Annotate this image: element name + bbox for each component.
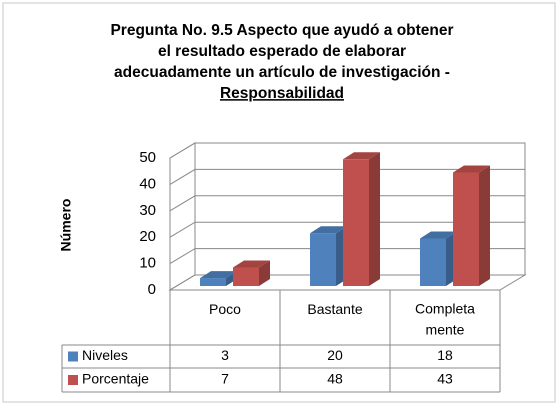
grid-line	[169, 195, 525, 212]
bar-top	[420, 231, 457, 239]
legend-swatch	[68, 351, 78, 362]
bar-top	[200, 271, 237, 279]
grid-line	[169, 168, 525, 185]
bar	[420, 238, 446, 286]
grid-line	[169, 142, 525, 159]
grid-line	[169, 274, 525, 291]
legend-label: Porcentaje	[82, 371, 149, 387]
table-value: 20	[327, 347, 343, 363]
bar	[310, 233, 336, 286]
side-wall	[169, 142, 196, 291]
y-tick-label: 40	[139, 175, 156, 192]
y-tick-label: 50	[139, 149, 156, 166]
grid-line	[169, 221, 525, 238]
table-value: 48	[327, 371, 343, 387]
legend-swatch	[68, 375, 78, 385]
chart-title: adecuadamente un artículo de investigaci…	[114, 64, 450, 81]
x-tick-label: Completa mente	[415, 300, 475, 337]
y-axis-label: Número	[58, 199, 74, 252]
x-tick-label: Poco	[209, 301, 241, 317]
bar	[453, 172, 479, 286]
bar-side	[479, 165, 490, 286]
bar-top	[233, 260, 270, 268]
bar	[233, 267, 259, 286]
x-tick-label: Bastante	[307, 301, 362, 317]
bar-top	[343, 152, 380, 160]
table-value: 3	[221, 347, 229, 363]
bar-top	[310, 226, 347, 234]
bar	[200, 278, 226, 286]
table-value: 18	[437, 347, 453, 363]
legend-label: Niveles	[82, 347, 128, 363]
bar	[343, 159, 369, 286]
table-value: 43	[437, 371, 453, 387]
bar-top	[453, 165, 490, 173]
y-tick-label: 30	[139, 202, 156, 219]
table-value: 7	[221, 371, 229, 387]
bar-side	[259, 260, 270, 286]
y-tick-label: 20	[139, 228, 156, 245]
grid-line	[169, 248, 525, 265]
chart-title: el resultado esperado de elaborar	[158, 43, 406, 60]
chart-title: Pregunta No. 9.5 Aspecto que ayudó a obt…	[110, 22, 453, 39]
chart-title: Responsabilidad	[220, 85, 344, 102]
y-tick-label: 0	[148, 281, 156, 298]
y-tick-label: 10	[139, 255, 156, 272]
bar-side	[369, 152, 380, 286]
